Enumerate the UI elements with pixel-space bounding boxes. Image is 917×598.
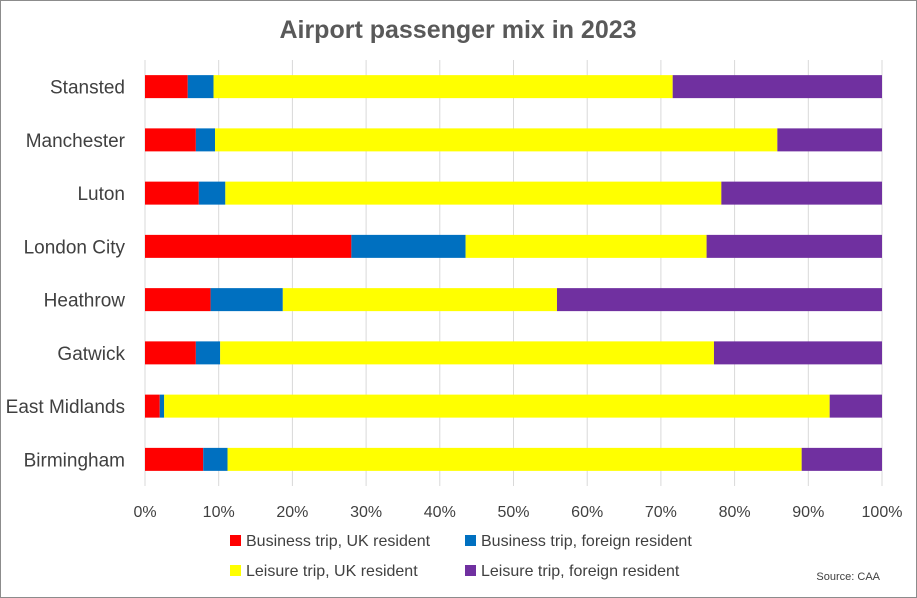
bar-segment bbox=[145, 234, 352, 258]
bar-segment bbox=[465, 234, 707, 258]
bar-segment bbox=[195, 128, 216, 152]
category-label: Manchester bbox=[26, 131, 126, 152]
category-labels: Stansted Manchester Luton London City Heathr… bbox=[6, 78, 126, 472]
bar-segment bbox=[282, 288, 557, 312]
x-tick-label: 0% bbox=[133, 504, 156, 521]
category-label: Luton bbox=[77, 184, 125, 205]
x-tick-label: 50% bbox=[497, 504, 529, 521]
bar-segment bbox=[195, 341, 221, 365]
legend-swatch bbox=[230, 565, 241, 576]
bar-segment bbox=[164, 394, 830, 418]
bar-segment bbox=[713, 341, 882, 365]
legend-swatch bbox=[230, 535, 241, 546]
category-label: Gatwick bbox=[57, 344, 125, 365]
bar-segment bbox=[145, 181, 199, 205]
source-note: Source: CAA bbox=[816, 571, 880, 583]
x-tick-label: 60% bbox=[571, 504, 603, 521]
legend: Business trip, UK resident Business trip,… bbox=[230, 533, 692, 580]
bar-segment bbox=[187, 75, 214, 99]
category-label: East Midlands bbox=[6, 397, 125, 418]
bar-segment bbox=[210, 288, 283, 312]
bar-segment bbox=[227, 447, 802, 471]
x-tick-label: 70% bbox=[645, 504, 677, 521]
legend-swatch bbox=[465, 535, 476, 546]
bars bbox=[145, 75, 882, 471]
bar-segment bbox=[777, 128, 882, 152]
category-label: Stansted bbox=[50, 78, 125, 99]
bar-segment bbox=[220, 341, 714, 365]
bar-segment bbox=[198, 181, 226, 205]
bar-segment bbox=[721, 181, 882, 205]
legend-label: Leisure trip, foreign resident bbox=[481, 563, 680, 580]
category-label: London City bbox=[24, 237, 126, 258]
bar-segment bbox=[351, 234, 466, 258]
x-tick-label: 40% bbox=[424, 504, 456, 521]
bar-segment bbox=[203, 447, 228, 471]
bar-segment bbox=[145, 75, 188, 99]
bar-segment bbox=[556, 288, 882, 312]
x-tick-label: 90% bbox=[792, 504, 824, 521]
bar-segment bbox=[145, 447, 204, 471]
x-tick-label: 100% bbox=[862, 504, 903, 521]
x-tick-label: 10% bbox=[203, 504, 235, 521]
bar-segment bbox=[159, 394, 165, 418]
category-label: Heathrow bbox=[44, 291, 126, 312]
bar-segment bbox=[215, 128, 778, 152]
category-label: Birmingham bbox=[24, 450, 125, 471]
bar-segment bbox=[213, 75, 673, 99]
x-tick-label: 20% bbox=[276, 504, 308, 521]
x-axis-tick-labels: 0% 10% 20% 30% 40% 50% 60% 70% 80% 90% 100% bbox=[133, 504, 902, 521]
bar-segment bbox=[706, 234, 882, 258]
bar-segment bbox=[225, 181, 722, 205]
bar-segment bbox=[145, 394, 160, 418]
x-tick-label: 30% bbox=[350, 504, 382, 521]
bar-segment bbox=[145, 128, 196, 152]
legend-label: Business trip, foreign resident bbox=[481, 533, 692, 550]
x-tick-label: 80% bbox=[719, 504, 751, 521]
legend-swatch bbox=[465, 565, 476, 576]
legend-label: Leisure trip, UK resident bbox=[246, 563, 418, 580]
chart-title: Airport passenger mix in 2023 bbox=[279, 16, 636, 44]
bar-segment bbox=[829, 394, 882, 418]
legend-label: Business trip, UK resident bbox=[246, 533, 431, 550]
gridlines bbox=[144, 60, 883, 486]
bar-segment bbox=[145, 288, 211, 312]
bar-segment bbox=[145, 341, 196, 365]
bar-segment bbox=[801, 447, 882, 471]
bar-segment bbox=[672, 75, 882, 99]
